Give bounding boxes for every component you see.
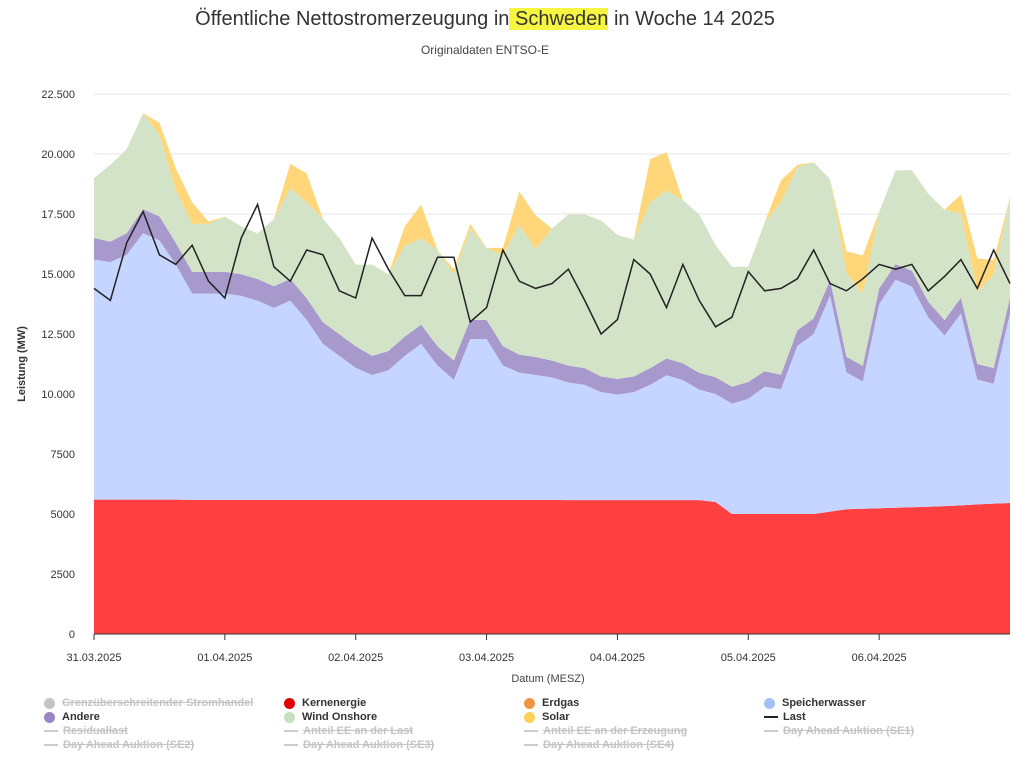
legend-dot-icon (284, 697, 295, 709)
legend-dot-icon (764, 697, 775, 709)
legend-item-day-ahead-auktion-se2-[interactable]: Day Ahead Auktion (SE2) (44, 739, 194, 751)
y-tick-label: 7500 (51, 449, 75, 461)
legend-label: Day Ahead Auktion (SE1) (783, 725, 915, 737)
chart-plot: 0 2500 5000 7500 10.000 12.500 15.000 17.500 20.… (16, 89, 1011, 685)
legend-label: Anteil EE an der Last (303, 725, 414, 737)
legend-item-last[interactable]: Last (764, 711, 806, 723)
x-tick-label: 02.04.2025 (328, 652, 383, 664)
legend-label: Andere (62, 711, 100, 723)
legend-label: Residuallast (63, 725, 128, 737)
legend-line-icon (524, 744, 538, 746)
area-wind-onshore (94, 113, 1010, 387)
x-tick-label: 31.03.2025 (66, 652, 121, 664)
legend-line-icon (44, 730, 58, 732)
legend-line-icon (284, 730, 298, 732)
x-tick-label: 04.04.2025 (590, 652, 645, 664)
legend-item-speicherwasser[interactable]: Speicherwasser (764, 697, 866, 709)
x-tick-label: 06.04.2025 (852, 652, 907, 664)
y-tick-label: 12.500 (41, 329, 75, 341)
area-speicherwasser (94, 233, 1010, 514)
legend-line-icon (44, 744, 58, 746)
title-text-pre: Öffentliche Nettostromerzeugung in (195, 8, 510, 30)
y-tick-label: 0 (69, 629, 75, 641)
legend-dot-icon (44, 711, 55, 723)
chart-subtitle: Originaldaten ENTSO-E (420, 43, 550, 57)
x-tick-label: 03.04.2025 (459, 652, 514, 664)
legend-line-icon (284, 744, 298, 746)
legend-item-anteil-ee-an-der-last[interactable]: Anteil EE an der Last (284, 725, 413, 737)
legend-label: Anteil EE an der Erzeugung (543, 725, 688, 737)
y-tick-label: 5000 (51, 509, 75, 521)
y-tick-label: 20.000 (41, 149, 75, 161)
y-tick-label: 2500 (51, 569, 75, 581)
line-series (93, 202, 1011, 336)
legend-item-solar[interactable]: Solar (524, 711, 570, 723)
legend-label: Day Ahead Auktion (SE2) (63, 739, 195, 751)
legend-label: Day Ahead Auktion (SE3) (303, 739, 435, 751)
legend-item-day-ahead-auktion-se4-[interactable]: Day Ahead Auktion (SE4) (524, 739, 674, 751)
y-tick-label: 10.000 (41, 389, 75, 401)
legend-dot-icon (524, 711, 535, 723)
legend-item-day-ahead-auktion-se3-[interactable]: Day Ahead Auktion (SE3) (284, 739, 434, 751)
area-andere (94, 209, 1010, 404)
x-tick-label: 01.04.2025 (197, 652, 252, 664)
legend-item-wind-onshore[interactable]: Wind Onshore (284, 711, 377, 723)
legend-label: Kernenergie (302, 697, 367, 709)
legend-label: Speicherwasser (782, 697, 866, 709)
y-tick-label: 22.500 (41, 89, 75, 101)
legend-label: Solar (542, 711, 570, 723)
legend-line-icon (764, 730, 778, 732)
legend-item-day-ahead-auktion-se1-[interactable]: Day Ahead Auktion (SE1) (764, 725, 914, 737)
y-tick-label: 17.500 (41, 209, 75, 221)
x-tick-label: 05.04.2025 (721, 652, 776, 664)
legend-label: Last (783, 711, 806, 723)
legend-item-grenzüberschreitender-stromhandel[interactable]: Grenzüberschreitender Stromhandel (44, 697, 253, 709)
legend-label: Erdgas (542, 697, 580, 709)
y-axis-title: Leistung (MW) (16, 326, 28, 402)
title-highlight-country: Schweden (509, 8, 609, 30)
x-axis-title: Datum (MESZ) (511, 673, 584, 685)
chart-title: Öffentliche Nettostromerzeugung in Schwe… (0, 8, 970, 31)
legend-label: Grenzüberschreitender Stromhandel (62, 697, 254, 709)
legend-line-icon (524, 730, 538, 732)
legend-item-residuallast[interactable]: Residuallast (44, 725, 128, 737)
title-text-post: in Woche 14 2025 (613, 8, 775, 30)
legend-item-kernenergie[interactable]: Kernenergie (284, 697, 366, 709)
line-last (93, 202, 1011, 336)
legend-item-erdgas[interactable]: Erdgas (524, 697, 579, 709)
area-kernenergie (94, 499, 1010, 634)
area-series (94, 113, 1010, 634)
legend-line-icon (764, 716, 778, 718)
legend-dot-icon (44, 697, 55, 709)
legend-item-anteil-ee-an-der-erzeugung[interactable]: Anteil EE an der Erzeugung (524, 725, 687, 737)
legend-label: Day Ahead Auktion (SE4) (543, 739, 675, 751)
legend-item-andere[interactable]: Andere (44, 711, 100, 723)
legend-label: Wind Onshore (302, 711, 378, 723)
axes: 0 2500 5000 7500 10.000 12.500 15.000 17.500 20.… (16, 89, 1010, 685)
y-tick-label: 15.000 (41, 269, 75, 281)
legend-dot-icon (524, 697, 535, 709)
legend-dot-icon (284, 711, 295, 723)
